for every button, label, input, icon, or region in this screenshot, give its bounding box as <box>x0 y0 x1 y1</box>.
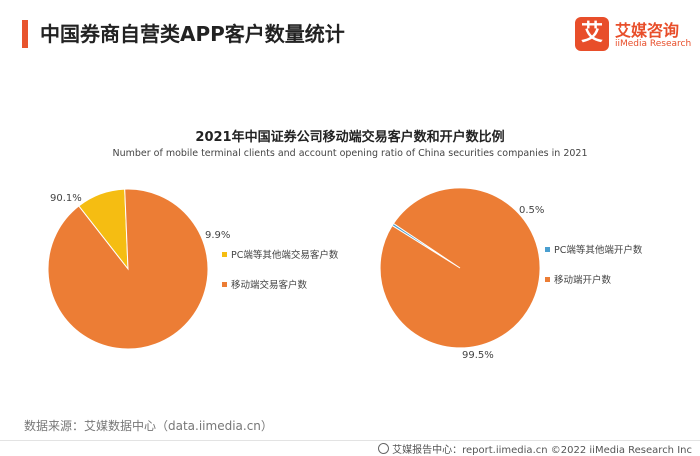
title-accent-bar <box>22 20 28 48</box>
footer-text: 艾媒报告中心：report.iimedia.cn ©2022 iiMedia R… <box>392 445 692 456</box>
logo-mark-icon: 艾 <box>575 17 609 51</box>
footer-divider <box>0 440 700 441</box>
chart-subtitle: Number of mobile terminal clients and ac… <box>112 148 588 159</box>
pie2-legend-swatch-1 <box>545 247 550 252</box>
data-source-note: 数据来源：艾媒数据中心（data.iimedia.cn） <box>24 419 273 433</box>
pie1-legend-swatch-2 <box>222 282 227 287</box>
chart-title: 2021年中国证券公司移动端交易客户数和开户数比例 <box>195 130 505 145</box>
pie1-data-label-major: 90.1% <box>50 193 82 204</box>
logo-name-cn: 艾媒咨询 <box>615 21 680 40</box>
pie1-data-label-minor: 9.9% <box>205 230 230 241</box>
pie1-slice-major <box>47 188 209 350</box>
iimedia-logo: 艾 艾媒咨询 iiMedia Research <box>575 17 692 55</box>
pie2-legend-swatch-2 <box>545 277 550 282</box>
pie2-slice-major <box>379 187 541 349</box>
page-title: 中国券商自营类APP客户数量统计 <box>40 22 345 46</box>
pie1-legend-label-1: PC端等其他端交易客户数 <box>231 249 339 261</box>
pie1-legend-swatch-1 <box>222 252 227 257</box>
logo-name-en: iiMedia Research <box>615 39 692 49</box>
pie1-legend-label-2: 移动端交易客户数 <box>231 279 308 291</box>
footer-credit: 艾媒报告中心：report.iimedia.cn ©2022 iiMedia R… <box>378 441 692 456</box>
pie2-data-label-major: 99.5% <box>462 350 494 361</box>
pie2-legend-label-1: PC端等其他端开户数 <box>554 244 643 256</box>
pie2-legend-label-2: 移动端开户数 <box>554 274 612 286</box>
report-center-icon <box>378 443 390 454</box>
pie2-data-label-minor: 0.5% <box>519 205 544 216</box>
